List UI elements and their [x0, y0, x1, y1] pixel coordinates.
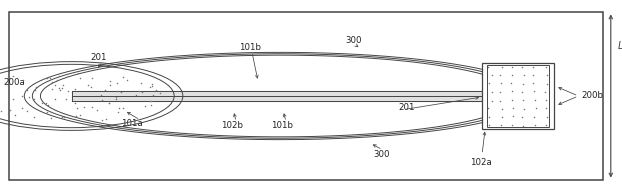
Bar — [487, 65, 549, 127]
Text: L: L — [618, 41, 622, 51]
Text: 102a: 102a — [470, 158, 491, 167]
Text: 300: 300 — [373, 150, 390, 159]
Text: 201: 201 — [90, 53, 107, 62]
Text: 200b: 200b — [582, 92, 603, 100]
Bar — [482, 63, 554, 129]
Text: 101a: 101a — [121, 119, 143, 128]
Text: 102b: 102b — [221, 121, 243, 130]
Text: 200a: 200a — [3, 78, 25, 87]
Text: 101b: 101b — [271, 121, 292, 130]
Text: 201: 201 — [398, 103, 415, 112]
Bar — [9, 12, 603, 180]
Text: 300: 300 — [345, 36, 362, 45]
Text: 101b: 101b — [239, 43, 261, 51]
